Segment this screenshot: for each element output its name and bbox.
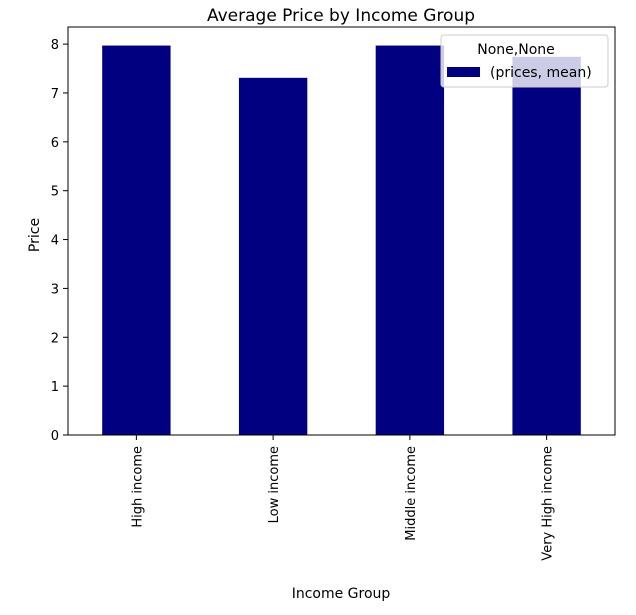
legend: None,None (prices, mean) [440, 34, 609, 88]
y-tick-label: 3 [51, 282, 59, 297]
legend-series-label: (prices, mean) [490, 65, 592, 81]
legend-title: None,None [477, 42, 555, 58]
x-tick-label: Low income [267, 446, 282, 523]
x-tick-label: High income [130, 446, 145, 528]
bar [375, 45, 445, 436]
y-tick-label: 8 [51, 38, 59, 53]
x-tick-label: Middle income [404, 446, 419, 541]
y-tick-label: 5 [51, 185, 59, 200]
bar [512, 56, 581, 435]
y-axis-label: Price [27, 218, 43, 252]
legend-box [440, 34, 609, 88]
y-tick-label: 0 [51, 429, 59, 444]
bar [238, 77, 308, 435]
y-tick-label: 1 [51, 380, 59, 395]
y-tick-label: 7 [51, 87, 59, 102]
x-axis-label: Income Group [292, 586, 391, 602]
x-tick-label: Very High income [541, 446, 556, 561]
y-axis: 0 1 2 3 4 5 6 7 8 [51, 38, 68, 444]
bars-layer [102, 45, 581, 436]
legend-swatch [447, 67, 480, 77]
plot-frame [67, 26, 616, 436]
y-tick-label: 6 [51, 136, 59, 151]
bar [102, 45, 171, 436]
chart-title: Average Price by Income Group [207, 6, 475, 26]
y-tick-label: 4 [51, 234, 59, 249]
y-tick-label: 2 [51, 331, 59, 346]
x-axis: High income Low income Middle income Very H… [130, 435, 556, 561]
